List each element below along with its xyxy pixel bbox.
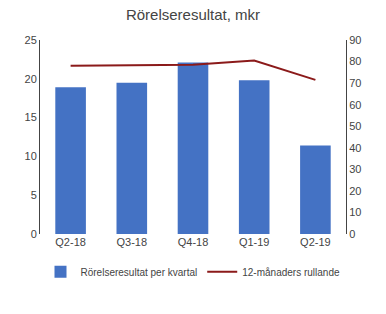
svg-text:25: 25 <box>25 34 37 46</box>
svg-text:50: 50 <box>349 120 361 132</box>
svg-text:15: 15 <box>25 111 37 123</box>
svg-text:70: 70 <box>349 77 361 89</box>
svg-text:Q1-19: Q1-19 <box>239 236 270 248</box>
svg-text:0: 0 <box>349 228 355 240</box>
svg-text:80: 80 <box>349 55 361 67</box>
svg-text:30: 30 <box>349 163 361 175</box>
svg-text:40: 40 <box>349 142 361 154</box>
svg-text:90: 90 <box>349 34 361 46</box>
svg-text:60: 60 <box>349 99 361 111</box>
svg-text:Q2-18: Q2-18 <box>55 236 86 248</box>
svg-text:5: 5 <box>31 189 37 201</box>
svg-text:0: 0 <box>31 228 37 240</box>
svg-text:10: 10 <box>349 206 361 218</box>
svg-text:20: 20 <box>349 185 361 197</box>
svg-text:10: 10 <box>25 150 37 162</box>
svg-text:Rörelseresultat per kvartal: Rörelseresultat per kvartal <box>81 267 198 278</box>
svg-text:Q3-18: Q3-18 <box>117 236 148 248</box>
svg-text:Rörelseresultat, mkr: Rörelseresultat, mkr <box>126 6 260 23</box>
svg-text:Q4-18: Q4-18 <box>178 236 209 248</box>
svg-text:20: 20 <box>25 73 37 85</box>
svg-text:Q2-19: Q2-19 <box>300 236 331 248</box>
svg-text:12-månaders rullande: 12-månaders rullande <box>242 267 340 278</box>
